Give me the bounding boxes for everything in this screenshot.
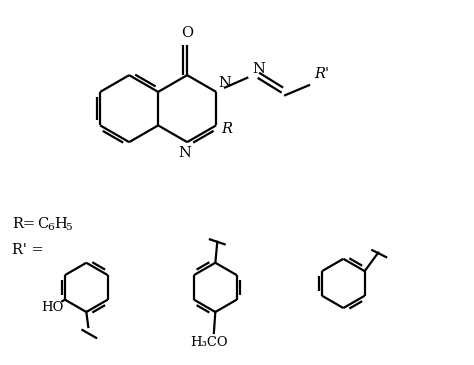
Text: 6: 6 <box>48 223 55 232</box>
Text: C: C <box>37 217 48 231</box>
Text: H₃CO: H₃CO <box>190 336 228 349</box>
Text: N: N <box>218 76 231 90</box>
Text: O: O <box>181 26 193 40</box>
Text: R: R <box>221 122 232 136</box>
Text: N: N <box>179 146 191 160</box>
Text: R=: R= <box>12 217 36 231</box>
Text: R': R' <box>314 67 329 81</box>
Text: H: H <box>55 217 67 231</box>
Text: N: N <box>252 62 265 76</box>
Text: R' =: R' = <box>12 243 44 257</box>
Text: 5: 5 <box>65 223 72 232</box>
Text: HO: HO <box>42 300 64 314</box>
